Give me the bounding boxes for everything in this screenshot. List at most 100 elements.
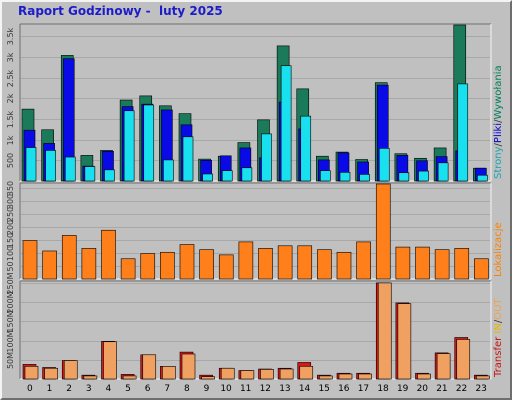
y-tick-label: 350 bbox=[6, 181, 15, 196]
y-tick-label: 2k bbox=[6, 93, 15, 103]
x-tick-label: 21 bbox=[436, 384, 447, 394]
bar-transfer-out-5 bbox=[122, 375, 137, 380]
bar-transfer-out-19 bbox=[397, 303, 412, 380]
page-title: Raport Godzinowy - luty 2025 bbox=[18, 4, 223, 18]
bar-locations-lokalizacje-11 bbox=[238, 241, 254, 280]
bar-locations-lokalizacje-15 bbox=[317, 249, 332, 280]
x-tick-label: 13 bbox=[279, 384, 290, 394]
x-tick-label: 8 bbox=[184, 384, 190, 394]
y-tick-label: 150M bbox=[6, 310, 15, 332]
x-tick-label: 11 bbox=[240, 384, 251, 394]
bar-transfer-out-13 bbox=[279, 368, 294, 380]
y-tick-label: 250M bbox=[6, 272, 15, 294]
plot-area bbox=[20, 183, 491, 279]
bar-requests-strony-0 bbox=[25, 147, 37, 182]
legend-part: / bbox=[493, 119, 504, 123]
y-tick-label: 200M bbox=[6, 291, 15, 313]
y-tick-label: 1k bbox=[6, 135, 15, 145]
bar-locations-lokalizacje-19 bbox=[395, 246, 411, 280]
bar-transfer-out-22 bbox=[456, 339, 471, 380]
y-tick-label: 150 bbox=[6, 233, 15, 248]
bar-requests-strony-7 bbox=[163, 159, 174, 182]
legend-part: / bbox=[493, 142, 504, 146]
x-tick-label: 12 bbox=[260, 384, 271, 394]
bar-transfer-out-23 bbox=[476, 375, 490, 380]
plot-area bbox=[20, 24, 491, 181]
y-tick-label: 100 bbox=[6, 246, 15, 261]
bar-locations-lokalizacje-3 bbox=[81, 248, 97, 280]
x-tick-label: 0 bbox=[27, 384, 33, 394]
y-tick-label: 2.5k bbox=[6, 69, 15, 87]
legend-part: Wywołania bbox=[493, 65, 504, 119]
bar-requests-strony-12 bbox=[261, 133, 272, 182]
bar-locations-lokalizacje-9 bbox=[199, 249, 214, 280]
x-tick-label: 19 bbox=[397, 384, 409, 394]
y-tick-label: 500 bbox=[6, 153, 15, 168]
bar-transfer-out-6 bbox=[142, 354, 157, 380]
bar-transfer-out-12 bbox=[260, 369, 274, 380]
bar-requests-strony-21 bbox=[437, 162, 449, 182]
bar-locations-lokalizacje-5 bbox=[120, 258, 136, 280]
bar-locations-lokalizacje-8 bbox=[179, 244, 195, 280]
bar-transfer-out-8 bbox=[181, 353, 196, 380]
x-tick-label: 18 bbox=[377, 384, 389, 394]
legend-part: IN bbox=[493, 323, 504, 333]
side-legend-requests: Strony/Pliki/Wywołania bbox=[493, 65, 504, 179]
x-tick-label: 16 bbox=[338, 384, 350, 394]
bar-transfer-out-2 bbox=[63, 360, 78, 380]
bar-locations-lokalizacje-12 bbox=[258, 248, 273, 280]
bar-locations-lokalizacje-17 bbox=[356, 241, 371, 280]
bar-requests-strony-18 bbox=[378, 148, 390, 182]
bar-locations-lokalizacje-10 bbox=[218, 254, 234, 280]
x-tick-label: 2 bbox=[66, 384, 72, 394]
bar-transfer-out-14 bbox=[299, 366, 314, 380]
bar-transfer-out-21 bbox=[436, 353, 451, 380]
bar-locations-lokalizacje-0 bbox=[22, 240, 38, 280]
bar-requests-strony-19 bbox=[398, 172, 410, 182]
bar-locations-lokalizacje-16 bbox=[336, 251, 352, 280]
chart-requests: 5001k1.5k2k2.5k3k3.5kStrony/Pliki/Wywoła… bbox=[6, 23, 504, 182]
bar-requests-strony-1 bbox=[45, 150, 56, 182]
bar-locations-lokalizacje-1 bbox=[42, 250, 57, 280]
x-tick-label: 15 bbox=[318, 384, 329, 394]
x-tick-label: 20 bbox=[417, 384, 429, 394]
x-tick-label: 17 bbox=[358, 384, 369, 394]
bar-transfer-out-17 bbox=[358, 373, 372, 380]
legend-part: Pliki bbox=[493, 123, 504, 143]
bar-locations-lokalizacje-7 bbox=[160, 251, 175, 280]
bar-transfer-out-16 bbox=[338, 373, 353, 380]
x-tick-label: 14 bbox=[299, 384, 311, 394]
bar-requests-strony-14 bbox=[300, 115, 312, 182]
x-tick-label: 5 bbox=[125, 384, 131, 394]
side-legend-transfer: Transfer IN/OUT bbox=[493, 298, 504, 378]
bar-transfer-out-0 bbox=[24, 366, 39, 380]
bar-transfer-out-11 bbox=[240, 370, 255, 380]
bar-locations-lokalizacje-18 bbox=[375, 183, 391, 280]
bar-requests-strony-16 bbox=[339, 172, 351, 182]
bar-requests-strony-5 bbox=[123, 110, 135, 182]
bar-requests-strony-10 bbox=[221, 170, 233, 182]
legend-part: OUT bbox=[493, 298, 504, 320]
bar-transfer-out-10 bbox=[220, 367, 235, 380]
bar-transfer-out-18 bbox=[377, 282, 392, 380]
y-tick-label: 250 bbox=[6, 207, 15, 222]
legend-part: Transfer bbox=[493, 336, 504, 378]
bar-locations-lokalizacje-4 bbox=[101, 229, 116, 280]
x-tick-label: 3 bbox=[86, 384, 92, 394]
y-tick-label: 3.5k bbox=[6, 27, 15, 45]
legend-part: Lokalizacje bbox=[493, 222, 504, 277]
x-tick-label: 7 bbox=[164, 384, 170, 394]
bar-locations-lokalizacje-13 bbox=[277, 245, 293, 280]
y-tick-label: 50 bbox=[6, 261, 15, 271]
plot-area bbox=[20, 281, 491, 379]
bar-locations-lokalizacje-20 bbox=[415, 246, 430, 280]
side-legend-locations: Lokalizacje bbox=[493, 222, 504, 277]
bar-locations-lokalizacje-22 bbox=[454, 248, 470, 280]
y-tick-label: 200 bbox=[6, 220, 15, 235]
bar-requests-strony-13 bbox=[280, 65, 292, 182]
legend-part: Strony bbox=[493, 146, 504, 179]
bar-transfer-out-20 bbox=[417, 373, 431, 380]
bar-requests-strony-15 bbox=[320, 170, 331, 182]
